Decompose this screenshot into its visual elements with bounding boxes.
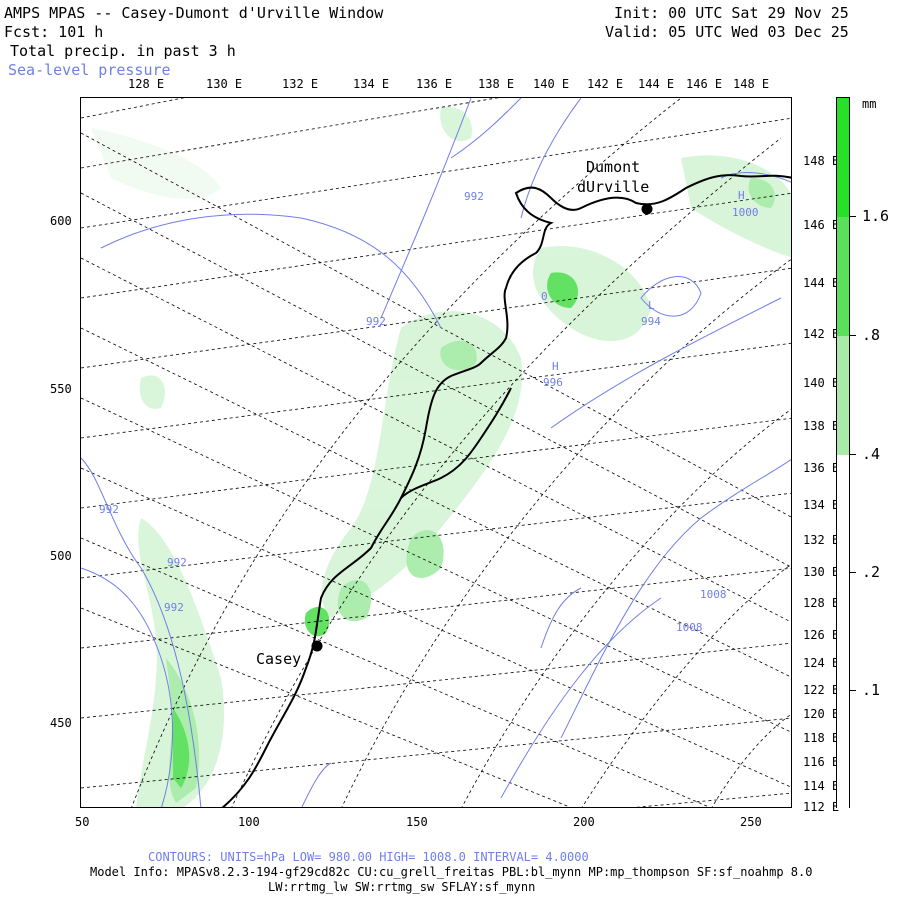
top-lon-label: 136 E	[416, 77, 453, 91]
contours-info: CONTOURS: UNITS=hPa LOW= 980.00 HIGH= 10…	[148, 850, 589, 864]
y-axis-label: 550	[50, 382, 72, 396]
top-lon-label: 140 E	[533, 77, 570, 91]
x-axis-label: 150	[406, 815, 428, 829]
right-lon-label: 114 E	[803, 779, 840, 793]
right-lon-label: 132 E	[803, 533, 840, 547]
legend-tick	[850, 216, 856, 217]
contour-label: 992	[164, 601, 184, 614]
valid-time: Valid: 05 UTC Wed 03 Dec 25	[605, 23, 849, 41]
y-axis-label: 600	[50, 214, 72, 228]
forecast-hour: Fcst: 101 h	[4, 23, 104, 41]
top-lon-label: 148 E	[733, 77, 770, 91]
right-lon-label: 112 E	[803, 800, 840, 814]
legend-label: .8	[862, 326, 881, 344]
top-lon-label: 138 E	[478, 77, 515, 91]
pressure-contours	[81, 98, 791, 807]
model-info-line2: LW:rrtmg_lw SW:rrtmg_sw SFLAY:sf_mynn	[268, 880, 536, 894]
model-info-line1: Model Info: MPASv8.2.3-194-gf29cd82c CU:…	[90, 865, 813, 879]
legend-seg-max	[837, 98, 849, 217]
legend-seg-low	[837, 455, 849, 809]
contour-label: H	[552, 360, 559, 373]
top-lon-label: 142 E	[587, 77, 624, 91]
legend-tick	[850, 690, 856, 691]
legend-label: .2	[862, 563, 881, 581]
dumont-label-line2: dUrville	[577, 178, 650, 196]
top-lon-label: 146 E	[686, 77, 723, 91]
right-lon-label: 136 E	[803, 461, 840, 475]
x-axis-label: 50	[75, 815, 90, 829]
legend-tick	[850, 572, 856, 573]
right-lon-label: 138 E	[803, 419, 840, 433]
contour-label: 992	[167, 556, 187, 569]
x-axis-label: 200	[573, 815, 595, 829]
contour-label: 0	[541, 290, 548, 303]
contour-label: H	[738, 189, 745, 202]
right-lon-label: 118 E	[803, 731, 840, 745]
top-lon-label: 128 E	[128, 77, 165, 91]
legend-unit: mm	[862, 97, 877, 111]
right-lon-label: 124 E	[803, 656, 840, 670]
right-lon-label: 146 E	[803, 218, 840, 232]
y-axis-label: 450	[50, 716, 72, 730]
right-lon-label: 140 E	[803, 376, 840, 390]
legend-seg-strong	[837, 217, 849, 336]
legend-tick	[850, 335, 856, 336]
right-lon-label: 126 E	[803, 628, 840, 642]
legend-label: 1.6	[862, 207, 890, 225]
legend-tick	[850, 454, 856, 455]
precip-shading	[91, 107, 791, 807]
contour-label: L	[648, 299, 655, 312]
right-lon-label: 142 E	[803, 327, 840, 341]
right-lon-label: 120 E	[803, 707, 840, 721]
right-lon-label: 134 E	[803, 498, 840, 512]
top-lon-label: 132 E	[282, 77, 319, 91]
right-lon-label: 128 E	[803, 596, 840, 610]
right-lon-label: 122 E	[803, 683, 840, 697]
casey-label: Casey	[256, 650, 302, 668]
map-panel[interactable]: Casey Dumont dUrville 992 992 992 992 99…	[80, 97, 792, 808]
contour-label: 996	[543, 376, 563, 389]
dumont-station-marker[interactable]	[641, 203, 653, 215]
contour-label: 992	[366, 315, 386, 328]
contour-label: 1008	[676, 621, 703, 634]
contour-label: 992	[99, 503, 119, 516]
coastline	[221, 174, 791, 807]
field-precip-label: Total precip. in past 3 h	[10, 42, 236, 60]
legend-label: .1	[862, 681, 881, 699]
init-time: Init: 00 UTC Sat 29 Nov 25	[614, 4, 849, 22]
legend-label: .4	[862, 445, 881, 463]
contour-label: 1000	[732, 206, 759, 219]
contour-label: 992	[464, 190, 484, 203]
dumont-label-line1: Dumont	[586, 158, 641, 176]
top-lon-label: 134 E	[353, 77, 390, 91]
contour-label: 1008	[700, 588, 727, 601]
casey-station-marker[interactable]	[311, 640, 323, 652]
precip-legend-bar	[836, 97, 850, 809]
y-axis-label: 500	[50, 549, 72, 563]
right-lon-label: 144 E	[803, 276, 840, 290]
top-lon-label: 144 E	[638, 77, 675, 91]
x-axis-label: 250	[740, 815, 762, 829]
field-slp-label: Sea-level pressure	[8, 61, 171, 79]
x-axis-label: 100	[238, 815, 260, 829]
top-lon-label: 130 E	[206, 77, 243, 91]
legend-seg-mid	[837, 336, 849, 455]
right-lon-label: 148 E	[803, 154, 840, 168]
map-title: AMPS MPAS -- Casey-Dumont d'Urville Wind…	[4, 4, 384, 22]
contour-label: 994	[641, 315, 661, 328]
right-lon-label: 116 E	[803, 755, 840, 769]
right-lon-label: 130 E	[803, 565, 840, 579]
map-canvas	[81, 98, 791, 807]
graticule	[81, 98, 791, 807]
